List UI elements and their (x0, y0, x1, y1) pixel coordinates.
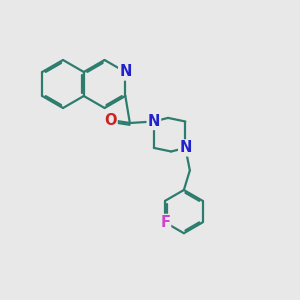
Text: O: O (104, 112, 117, 128)
Text: N: N (148, 114, 160, 129)
Text: F: F (160, 215, 170, 230)
Text: N: N (179, 140, 191, 155)
Text: N: N (119, 64, 131, 80)
